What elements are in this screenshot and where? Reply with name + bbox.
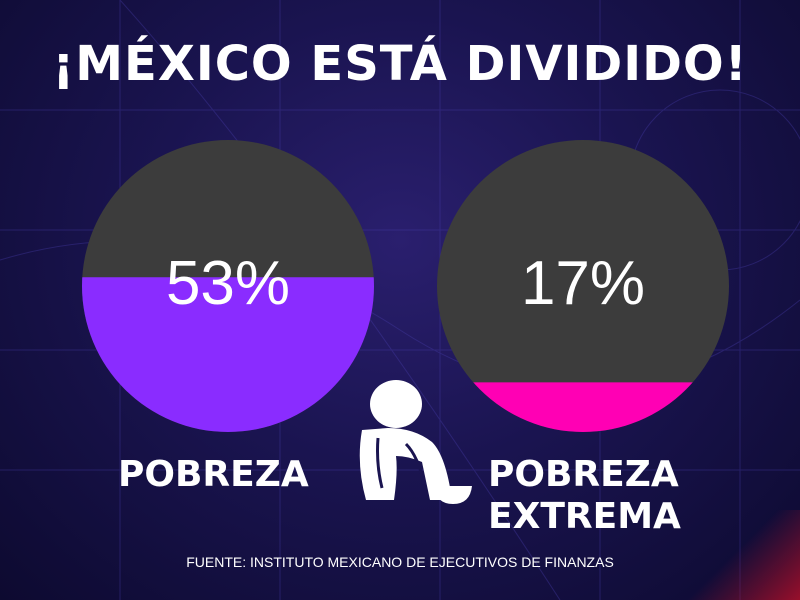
gauge-pobreza-extrema-value: 17% — [520, 249, 646, 318]
label-pobreza-extrema-line-1: POBREZA — [488, 454, 679, 495]
gauge-pobreza-chart — [82, 140, 374, 432]
gauge-pobreza-extrema: 17% — [437, 140, 729, 432]
gauge-pobreza-value: 53% — [165, 249, 291, 318]
gauge-pobreza-extrema-empty — [437, 140, 729, 432]
gauge-pobreza: 53% — [82, 140, 374, 432]
red-corner-accent — [640, 510, 800, 600]
gauge-pobreza-extrema-fill — [437, 382, 729, 432]
gauge-pobreza-extrema-chart — [437, 140, 729, 432]
label-pobreza-extrema-line-2: EXTREMA — [488, 496, 681, 537]
label-pobreza-line-1: POBREZA — [118, 454, 309, 495]
page-title: ¡MÉXICO ESTÁ DIVIDIDO! — [52, 36, 748, 92]
label-pobreza: POBREZA — [118, 454, 309, 496]
source-note: FUENTE: INSTITUTO MEXICANO DE EJECUTIVOS… — [186, 554, 614, 570]
label-pobreza-extrema: POBREZA EXTREMA — [488, 454, 681, 538]
crouching-person-with-bowl-icon — [348, 372, 478, 516]
